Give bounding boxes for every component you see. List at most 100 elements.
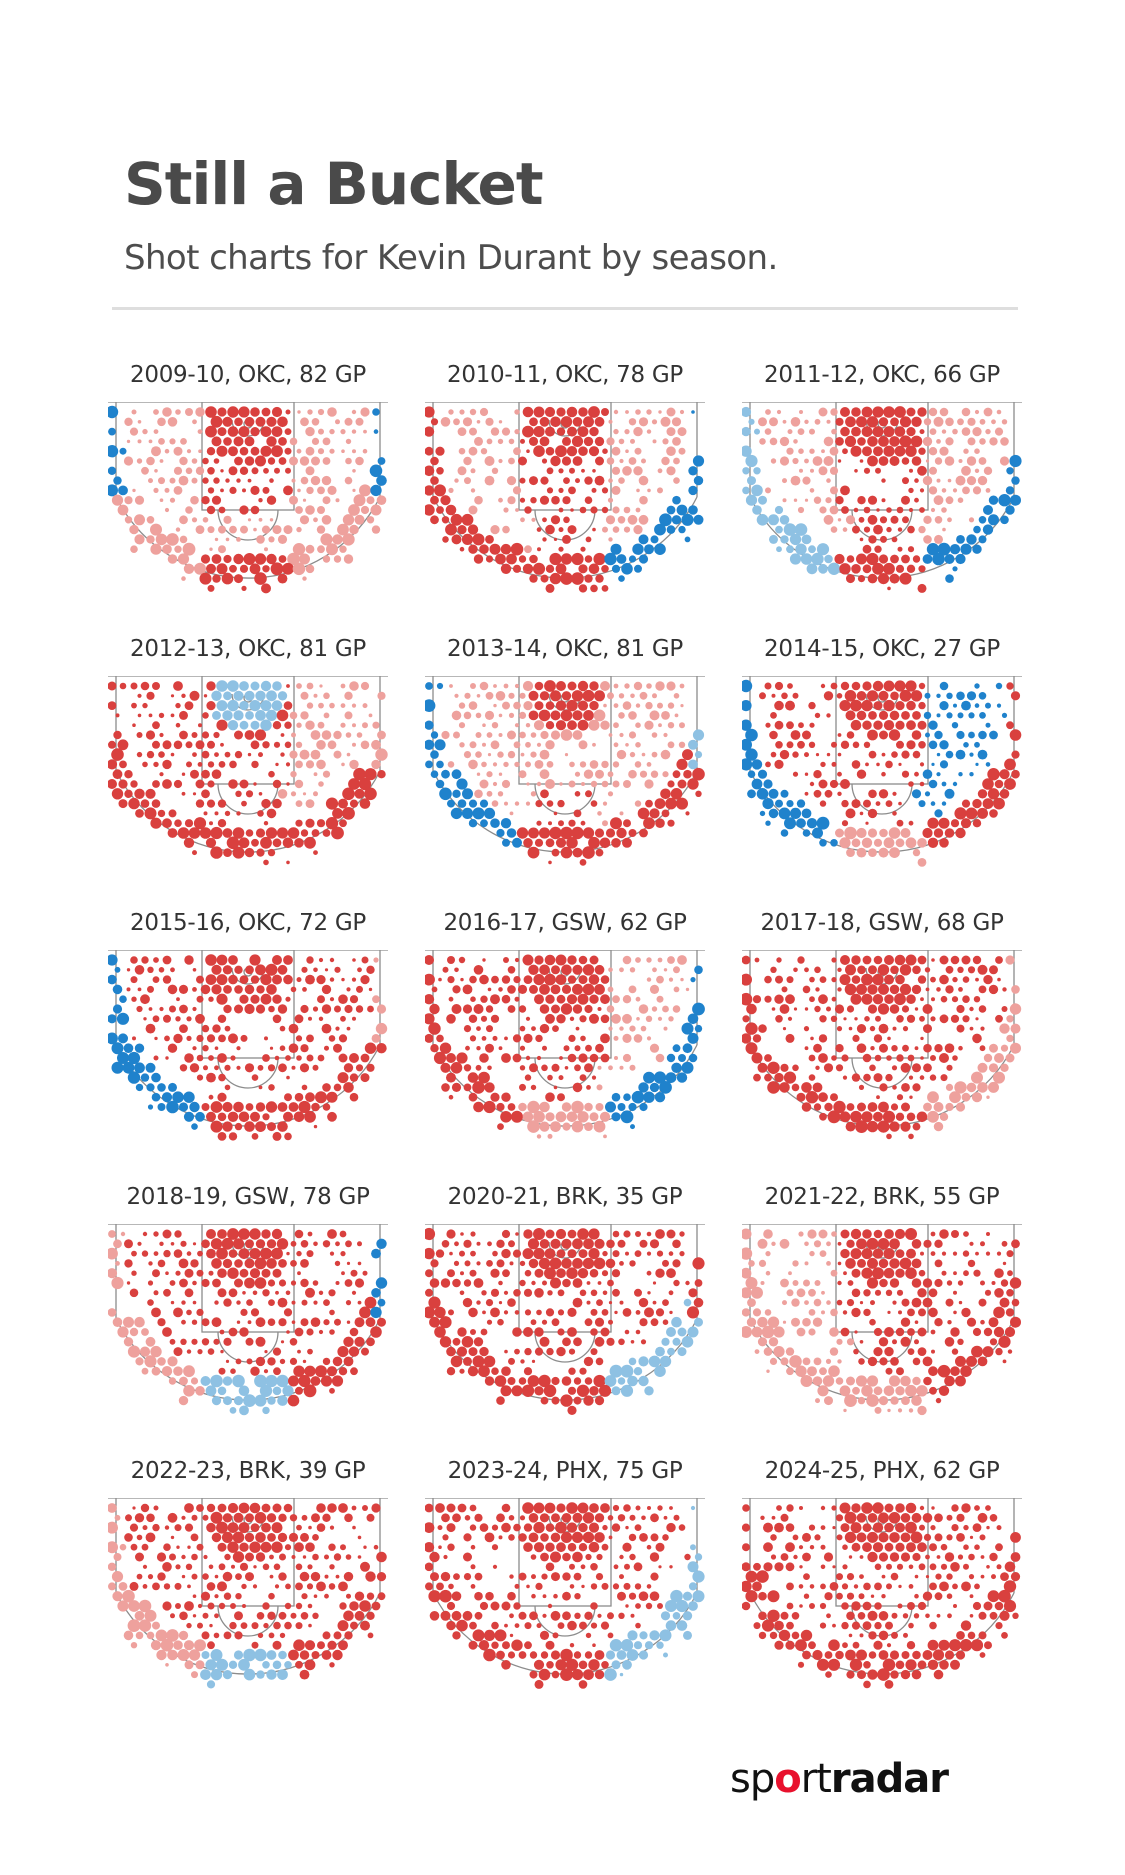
shot-dot <box>233 1101 244 1113</box>
shot-dot <box>211 1396 222 1406</box>
shot-dot <box>480 819 488 828</box>
shot-dot <box>271 1247 283 1260</box>
shot-dot <box>508 1515 515 1521</box>
shot-dot <box>850 993 862 1005</box>
shot-dot <box>498 458 503 464</box>
shot-dot <box>550 710 561 721</box>
shot-dot <box>199 827 212 839</box>
shot-dot <box>998 1335 1011 1348</box>
shot-dot <box>556 681 566 691</box>
shot-dot <box>872 994 884 1005</box>
shot-dot <box>377 730 386 740</box>
shot-dot <box>818 466 828 476</box>
shot-dot <box>206 1111 216 1122</box>
shot-dot <box>917 1405 927 1416</box>
shot-dot <box>887 1310 891 1314</box>
shot-dot <box>192 1006 197 1012</box>
shot-dot <box>773 1346 785 1358</box>
shot-dot <box>451 1610 462 1621</box>
shot-dot <box>792 771 799 777</box>
shot-dot <box>842 1642 848 1649</box>
shot-dot <box>156 1649 167 1661</box>
shot-dot <box>207 487 215 494</box>
shot-dot <box>441 1240 450 1248</box>
shot-dot <box>491 722 499 729</box>
shot-dot <box>914 1574 919 1579</box>
shot-dot <box>151 799 161 808</box>
shot-dot <box>611 1013 621 1024</box>
shot-dot <box>790 475 801 486</box>
shot-dot <box>164 1525 170 1530</box>
shot-dot <box>223 1298 232 1307</box>
shot-dot <box>136 458 143 464</box>
shot-dot <box>988 1063 999 1073</box>
shot-dot <box>522 406 534 418</box>
shot-dot <box>463 1573 472 1581</box>
shot-dot <box>796 1092 806 1102</box>
shot-dot <box>544 954 556 966</box>
shot-dot <box>572 964 583 975</box>
shot-dot <box>318 781 324 787</box>
shot-dot <box>655 1053 665 1063</box>
shot-dot <box>546 800 554 807</box>
shot-dot <box>646 957 652 963</box>
shot-dot <box>316 740 326 750</box>
shot-dot <box>775 525 783 534</box>
shot-dot <box>186 449 192 454</box>
shot-dot <box>690 1544 696 1551</box>
shot-dot <box>863 506 871 514</box>
shot-dot <box>792 692 799 699</box>
shot-dot <box>977 807 988 819</box>
shot-dot <box>945 417 954 427</box>
shot-dot <box>840 1327 850 1337</box>
shot-dot <box>178 475 189 486</box>
shot-dot <box>561 1376 572 1386</box>
shot-dot <box>127 1619 141 1632</box>
shot-dot <box>261 583 271 594</box>
shot-dot <box>338 1581 348 1592</box>
shot-dot <box>523 838 533 848</box>
shot-dot <box>638 554 649 564</box>
shot-dot <box>922 436 933 447</box>
shot-dot <box>353 767 366 781</box>
shot-dot <box>546 487 554 494</box>
shot-dot <box>485 691 494 700</box>
shot-dot <box>117 1052 129 1064</box>
shot-dot <box>228 1660 238 1669</box>
shot-dot <box>197 762 203 767</box>
shot-dot <box>638 1375 649 1387</box>
shot-dot <box>912 1083 921 1092</box>
shot-dot <box>436 682 444 690</box>
shot-dot <box>601 1661 609 1669</box>
shot-dot <box>804 1300 809 1305</box>
shot-dot <box>856 416 867 428</box>
shot-dot <box>255 1317 266 1328</box>
shot-dot <box>800 1375 813 1387</box>
shot-dot <box>459 1368 465 1374</box>
shot-dot <box>279 1025 286 1032</box>
shot-dot <box>260 974 272 986</box>
shot-dot <box>212 1024 221 1033</box>
shot-dot <box>317 545 325 554</box>
shot-dot <box>544 1502 556 1514</box>
shot-dot <box>211 1317 222 1328</box>
shot-dot <box>490 1014 500 1023</box>
shot-dot <box>322 496 331 505</box>
shot-dot <box>742 973 752 986</box>
shot-dot <box>649 1082 660 1093</box>
shot-dot <box>446 1346 456 1357</box>
shot-dot <box>662 438 669 445</box>
shot-dot <box>313 517 318 523</box>
shot-dot <box>660 1611 671 1621</box>
shot-dot <box>890 1396 899 1405</box>
shot-dot <box>897 1603 903 1609</box>
shot-dot <box>963 448 969 454</box>
shot-dot <box>867 729 878 741</box>
shot-dot <box>340 683 346 689</box>
shot-dot <box>622 995 632 1004</box>
shot-dot <box>173 740 183 750</box>
shot-dot <box>974 409 980 415</box>
shot-dot <box>446 1053 456 1063</box>
shot-dot <box>972 544 982 554</box>
shot-dot <box>526 782 530 786</box>
